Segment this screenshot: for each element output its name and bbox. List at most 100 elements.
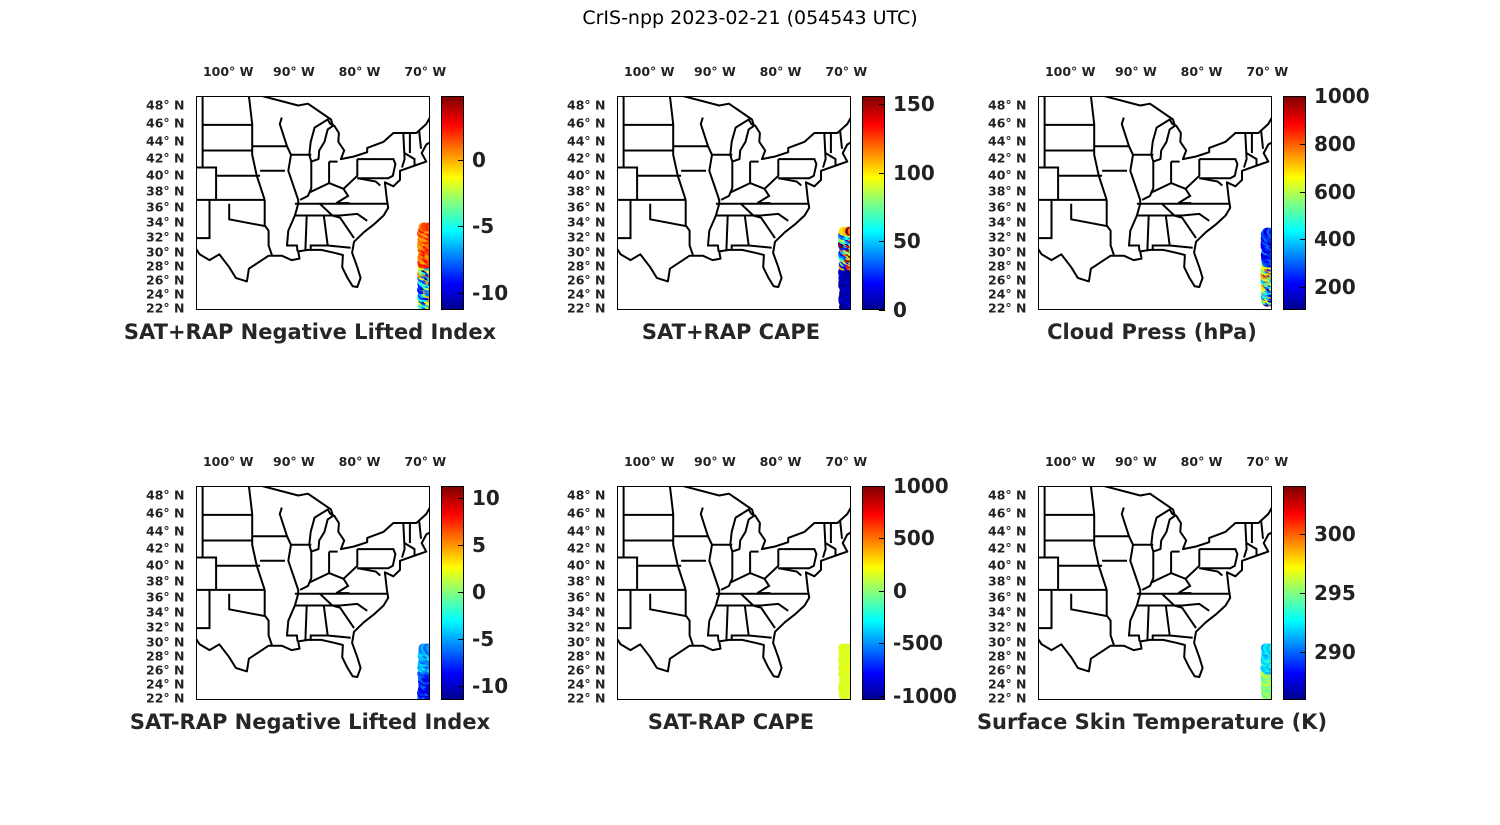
state-border — [309, 605, 329, 641]
colorbar-tick-label: 500 — [893, 526, 935, 551]
state-border — [418, 520, 422, 539]
latitude-tick-label: 38° N — [146, 573, 185, 589]
state-border — [327, 244, 351, 249]
state-border — [1243, 522, 1248, 558]
colorbar-tick-label: 1000 — [1314, 84, 1370, 108]
latitude-tick-label: 22° N — [988, 300, 1027, 316]
longitude-tick-label: 70° W — [825, 64, 868, 79]
latitude-tick-label: 40° N — [567, 167, 606, 183]
latitude-tick-label: 46° N — [567, 115, 606, 131]
longitude-tick-label: 100° W — [1044, 454, 1096, 469]
latitude-tick-label: 32° N — [146, 229, 185, 245]
latitude-tick-label: 30° N — [146, 244, 185, 260]
colorbar-tick-label: 150 — [893, 92, 935, 117]
colorbar-tick-mark — [458, 545, 464, 547]
latitude-tick-label: 48° N — [988, 97, 1027, 113]
colorbar-tick-mark — [1300, 533, 1306, 535]
state-border — [715, 212, 789, 222]
state-border — [228, 203, 273, 256]
latitude-tick-label: 38° N — [988, 573, 1027, 589]
latitude-tick-label: 24° N — [988, 676, 1027, 692]
coastline — [197, 487, 429, 678]
map-axes — [196, 96, 430, 310]
state-border — [1090, 487, 1108, 591]
panel-title: SAT-RAP CAPE — [647, 710, 815, 734]
latitude-tick-label: 22° N — [146, 690, 185, 706]
state-border — [328, 549, 359, 580]
retrieval-point — [1270, 280, 1271, 282]
state-border — [319, 203, 333, 217]
colorbar-tick-label: 300 — [1314, 521, 1356, 546]
latitude-tick-label: 40° N — [988, 557, 1027, 573]
colorbar-tick-label: -10 — [472, 280, 509, 305]
latitude-tick-label: 28° N — [146, 648, 185, 664]
state-border — [778, 177, 802, 187]
colorbar-tick-mark — [1300, 287, 1306, 289]
latitude-tick-label: 48° N — [146, 487, 185, 503]
retrieval-point — [847, 644, 850, 653]
latitude-tick-label: 46° N — [146, 115, 185, 131]
colorbar-tick-mark — [1300, 143, 1306, 145]
state-border — [1039, 199, 1053, 240]
panel-title: SAT+RAP Negative Lifted Index — [123, 320, 497, 344]
longitude-tick-label: 80° W — [759, 64, 802, 79]
state-border — [649, 203, 694, 256]
state-border — [649, 593, 694, 646]
state-border — [332, 604, 355, 629]
state-border — [699, 507, 721, 642]
state-border — [278, 507, 300, 642]
state-border — [1150, 551, 1173, 584]
colorbar-tick-label: -5 — [472, 214, 495, 239]
colorbar-tick-mark — [879, 590, 885, 592]
map-panel: 100° W 90° W 80° W 70° W 48° N 46° N 44° N 42° … — [0, 0, 508, 390]
latitude-tick-label: 42° N — [567, 150, 606, 166]
latitude-tick-label: 48° N — [567, 97, 606, 113]
latitude-tick-label: 22° N — [146, 300, 185, 316]
retrieval-point — [1271, 286, 1272, 295]
state-border — [1136, 602, 1210, 612]
state-border — [1161, 203, 1175, 217]
colorbar — [862, 96, 885, 310]
longitude-tick-label: 100° W — [623, 64, 675, 79]
latitude-tick-label: 46° N — [988, 115, 1027, 131]
latitude-tick-label: 28° N — [988, 648, 1027, 664]
state-border — [725, 215, 729, 250]
retrieval-point — [428, 224, 429, 230]
latitude-tick-label: 34° N — [146, 214, 185, 230]
colorbar-tick-label: 0 — [893, 578, 907, 603]
state-border — [822, 132, 827, 168]
state-border — [418, 130, 422, 149]
state-border — [1141, 551, 1155, 591]
state-border — [1246, 542, 1258, 555]
panel-title: SAT-RAP Negative Lifted Index — [129, 710, 491, 734]
state-border — [304, 605, 308, 640]
map-axes — [617, 486, 851, 700]
state-boundaries-map — [197, 487, 429, 699]
state-border — [1070, 593, 1115, 646]
latitude-tick-label: 46° N — [567, 505, 606, 521]
state-border — [730, 605, 750, 641]
state-border — [839, 520, 843, 539]
state-border — [357, 567, 381, 577]
retrieval-point — [425, 222, 429, 232]
colorbar-tick-label: -500 — [893, 631, 944, 656]
retrieval-point — [1265, 643, 1271, 653]
state-border — [1039, 166, 1103, 177]
state-border — [1090, 97, 1108, 201]
map-panel: 100° W 90° W 80° W 70° W 48° N 46° N 44° N 42° … — [842, 390, 1356, 780]
colorbar-tick-mark — [1300, 652, 1306, 654]
retrieval-point — [1271, 294, 1272, 303]
state-border — [1141, 161, 1155, 201]
colorbar-tick-label: 0 — [893, 298, 907, 322]
latitude-tick-label: 42° N — [146, 540, 185, 556]
state-border — [299, 161, 313, 201]
latitude-tick-label: 38° N — [988, 183, 1027, 199]
state-border — [1150, 161, 1173, 194]
latitude-tick-label: 48° N — [567, 487, 606, 503]
coastline — [197, 97, 429, 288]
longitude-tick-label: 90° W — [1114, 64, 1157, 79]
state-border — [1199, 548, 1239, 570]
state-border — [618, 166, 682, 177]
retrieval-point — [426, 643, 429, 653]
state-border — [1177, 188, 1192, 204]
